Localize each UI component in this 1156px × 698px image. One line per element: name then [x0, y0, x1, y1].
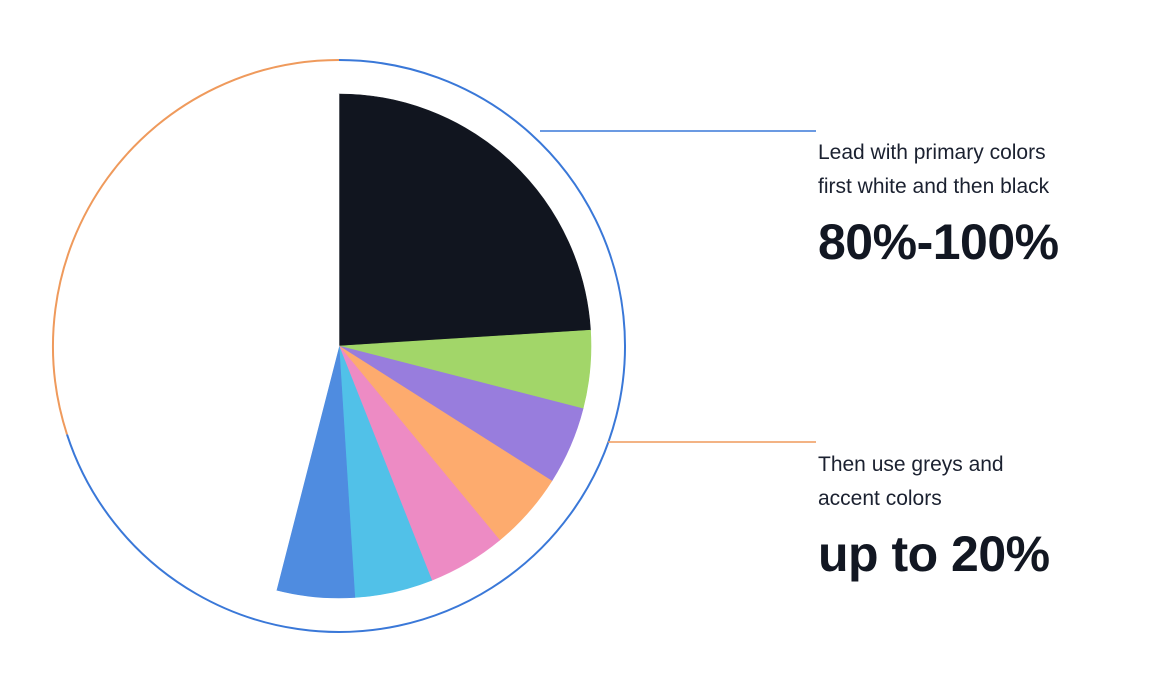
pie-slice-1	[338, 93, 591, 347]
leader-lines	[540, 130, 816, 443]
grouping-rings	[52, 59, 626, 633]
pie-slice-8	[86, 93, 340, 591]
pie-slices	[86, 93, 592, 599]
callout-primary: Lead with primary colors first white and…	[818, 136, 1138, 274]
callout-primary-line-1: Lead with primary colors	[818, 141, 1046, 164]
callout-primary-line-2: first white and then black	[818, 175, 1050, 198]
callout-primary-value: 80%-100%	[818, 214, 1059, 270]
callout-accent-value: up to 20%	[818, 526, 1050, 582]
callout-accent-line-2: accent colors	[818, 487, 942, 510]
callout-accent: Then use greys and accent colors up to 2…	[818, 448, 1138, 586]
ring-accent	[52, 59, 339, 435]
ring-primary	[66, 59, 626, 633]
callout-accent-line-1: Then use greys and	[818, 453, 1004, 476]
